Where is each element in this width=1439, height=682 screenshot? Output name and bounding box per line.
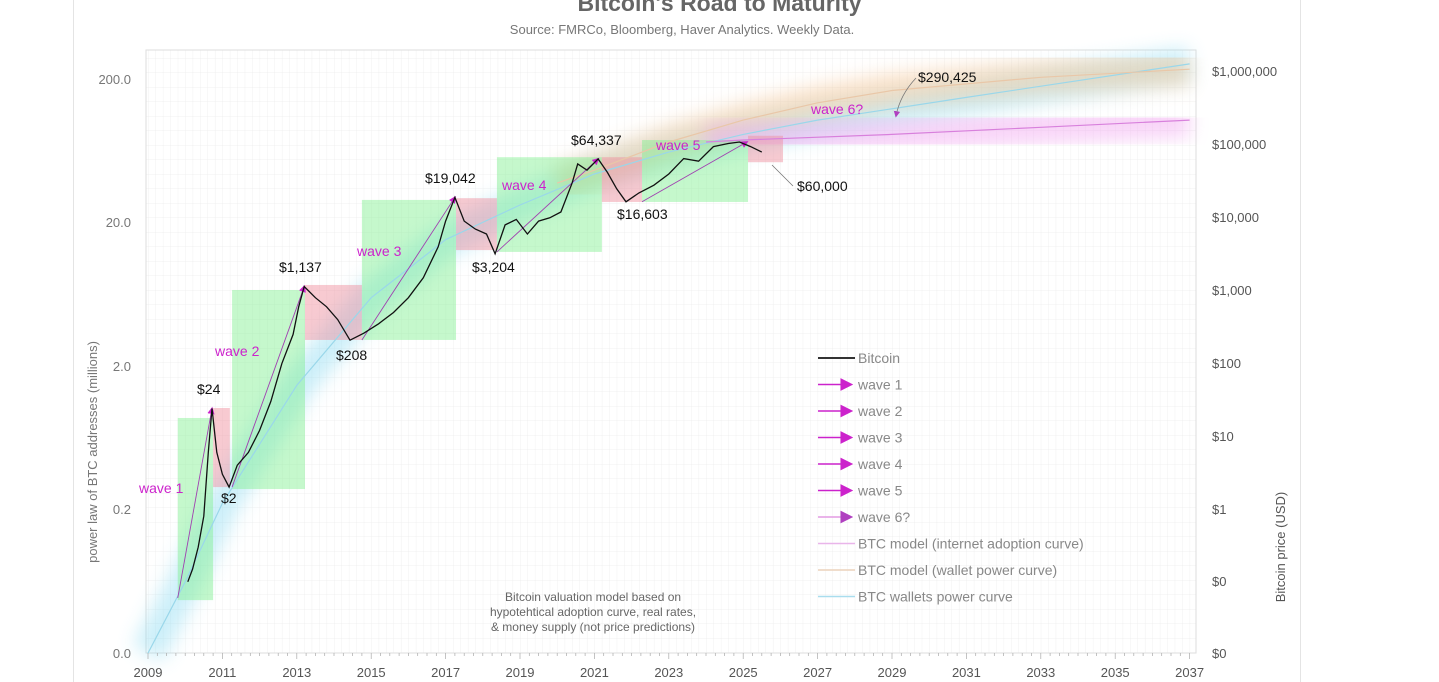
leader-60000 [771,164,794,187]
price-label: $208 [336,347,367,363]
legend-label: wave 4 [857,456,903,472]
right-tick-label: $100 [1212,356,1241,371]
right-tick-label: $1,000,000 [1212,64,1277,79]
price-label: $3,204 [472,259,515,275]
wave-label: wave 2 [214,343,260,359]
right-tick-label: $1 [1212,502,1226,517]
price-label: $64,337 [571,132,622,148]
chart-subtitle: Source: FMRCo, Bloomberg, Haver Analytic… [509,22,855,37]
left-axis-label: power law of BTC addresses (millions) [85,341,100,563]
chart-title: Bitcoin's Road to Maturity [577,0,862,16]
x-tick-label: 2025 [729,665,758,680]
x-tick-label: 2013 [282,665,311,680]
x-tick-label: 2019 [506,665,535,680]
price-label: $19,042 [425,170,476,186]
legend-label: Bitcoin [858,350,900,366]
right-tick-label: $10,000 [1212,210,1259,225]
price-label: $1,137 [279,259,322,275]
line-wallet-power-curve [557,68,1190,184]
wave-arrow [641,141,749,203]
x-tick-label: 2029 [878,665,907,680]
wave-arrow [496,157,600,253]
x-tick-label: 2021 [580,665,609,680]
chart-frame [73,0,1301,682]
wave-label: wave 1 [138,480,184,496]
x-tick-label: 2033 [1026,665,1055,680]
price-label: $60,000 [797,178,848,194]
legend-label: wave 2 [857,403,903,419]
price-label: $24 [197,381,221,397]
wave-arrow [231,284,306,488]
leader-290425 [893,77,917,118]
x-tick-label: 2031 [952,665,981,680]
x-tick-label: 2037 [1175,665,1204,680]
note-text: hypotehtical adoption curve, real rates, [490,605,696,619]
x-tick-label: 2023 [654,665,683,680]
x-tick-label: 2015 [357,665,386,680]
price-label: $290,425 [918,69,977,85]
right-tick-label: $10 [1212,429,1234,444]
note-text: & money supply (not price predictions) [491,620,695,634]
x-tick-label: 2035 [1101,665,1130,680]
wave-label: wave 6? [810,101,863,117]
legend-label: wave 1 [857,377,903,393]
right-tick-label: $100,000 [1212,137,1266,152]
wave-arrow [177,406,215,599]
wave-box-rise [232,289,305,490]
legend-label: wave 3 [857,430,903,446]
left-tick-label: 0.0 [113,646,131,661]
line-wallets-power-curve [147,63,1190,654]
right-tick-label: $0 [1212,646,1226,661]
wave-label: wave 4 [501,177,547,193]
bitcoin-price-line [187,141,763,583]
x-tick-label: 2017 [431,665,460,680]
wave-box-fall [304,284,362,340]
left-tick-label: 20.0 [106,215,131,230]
wave-label: wave 3 [356,243,402,259]
x-tick-label: 2009 [134,665,163,680]
legend-label: wave 6? [857,509,910,525]
right-tick-label: $0 [1212,574,1226,589]
x-tick-label: 2027 [803,665,832,680]
legend-label: BTC model (wallet power curve) [858,562,1057,578]
wave-box-rise [177,417,214,601]
price-label: $2 [221,490,237,506]
note-text: Bitcoin valuation model based on [505,590,681,604]
wave-box-fall [213,407,230,488]
legend-label: wave 5 [857,483,903,499]
right-tick-label: $1,000 [1212,283,1252,298]
line-internet-adoption-curve [705,119,1190,143]
legend-label: BTC wallets power curve [858,589,1013,605]
left-tick-label: 0.2 [113,502,131,517]
x-tick-label: 2011 [208,665,236,680]
right-axis-label: Bitcoin price (USD) [1273,492,1288,603]
wave-arrow [361,195,456,341]
legend-label: BTC model (internet adoption curve) [858,536,1084,552]
price-label: $16,603 [617,206,668,222]
left-tick-label: 200.0 [98,72,131,87]
wave-label: wave 5 [655,137,701,153]
left-tick-label: 2.0 [113,359,131,374]
